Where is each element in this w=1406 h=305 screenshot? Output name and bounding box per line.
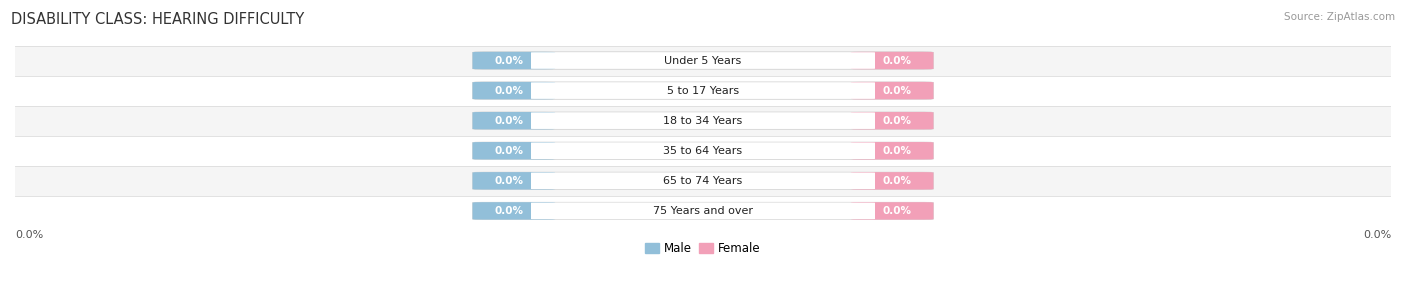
- FancyBboxPatch shape: [472, 82, 934, 99]
- Bar: [15, 136, 1391, 166]
- FancyBboxPatch shape: [472, 52, 934, 69]
- FancyBboxPatch shape: [851, 52, 934, 69]
- FancyBboxPatch shape: [531, 82, 875, 99]
- Text: 65 to 74 Years: 65 to 74 Years: [664, 176, 742, 186]
- FancyBboxPatch shape: [531, 203, 875, 219]
- Text: 0.0%: 0.0%: [883, 206, 912, 216]
- Legend: Male, Female: Male, Female: [641, 237, 765, 260]
- FancyBboxPatch shape: [531, 142, 875, 159]
- FancyBboxPatch shape: [472, 112, 555, 129]
- Text: 18 to 34 Years: 18 to 34 Years: [664, 116, 742, 126]
- Text: 0.0%: 0.0%: [494, 116, 523, 126]
- Text: 75 Years and over: 75 Years and over: [652, 206, 754, 216]
- FancyBboxPatch shape: [472, 52, 555, 69]
- FancyBboxPatch shape: [472, 142, 934, 160]
- Text: 0.0%: 0.0%: [883, 86, 912, 95]
- Text: 0.0%: 0.0%: [1362, 230, 1391, 239]
- FancyBboxPatch shape: [531, 113, 875, 129]
- Bar: [15, 76, 1391, 106]
- FancyBboxPatch shape: [472, 202, 934, 220]
- FancyBboxPatch shape: [851, 82, 934, 99]
- Text: 0.0%: 0.0%: [494, 86, 523, 95]
- Text: DISABILITY CLASS: HEARING DIFFICULTY: DISABILITY CLASS: HEARING DIFFICULTY: [11, 12, 305, 27]
- Text: 0.0%: 0.0%: [883, 146, 912, 156]
- Text: 0.0%: 0.0%: [494, 176, 523, 186]
- Bar: [15, 166, 1391, 196]
- Text: 5 to 17 Years: 5 to 17 Years: [666, 86, 740, 95]
- Bar: [15, 45, 1391, 76]
- Bar: [15, 196, 1391, 226]
- FancyBboxPatch shape: [472, 172, 934, 189]
- FancyBboxPatch shape: [472, 202, 555, 220]
- FancyBboxPatch shape: [472, 142, 555, 160]
- FancyBboxPatch shape: [851, 202, 934, 220]
- FancyBboxPatch shape: [472, 172, 555, 189]
- FancyBboxPatch shape: [851, 172, 934, 189]
- Text: 0.0%: 0.0%: [494, 206, 523, 216]
- Text: Under 5 Years: Under 5 Years: [665, 56, 741, 66]
- FancyBboxPatch shape: [472, 112, 934, 129]
- FancyBboxPatch shape: [531, 52, 875, 69]
- Text: 0.0%: 0.0%: [494, 56, 523, 66]
- Text: Source: ZipAtlas.com: Source: ZipAtlas.com: [1284, 12, 1395, 22]
- Text: 35 to 64 Years: 35 to 64 Years: [664, 146, 742, 156]
- Text: 0.0%: 0.0%: [883, 56, 912, 66]
- Text: 0.0%: 0.0%: [883, 176, 912, 186]
- FancyBboxPatch shape: [851, 142, 934, 160]
- Bar: [15, 106, 1391, 136]
- FancyBboxPatch shape: [531, 173, 875, 189]
- FancyBboxPatch shape: [472, 82, 555, 99]
- Text: 0.0%: 0.0%: [883, 116, 912, 126]
- Text: 0.0%: 0.0%: [494, 146, 523, 156]
- FancyBboxPatch shape: [851, 112, 934, 129]
- Text: 0.0%: 0.0%: [15, 230, 44, 239]
